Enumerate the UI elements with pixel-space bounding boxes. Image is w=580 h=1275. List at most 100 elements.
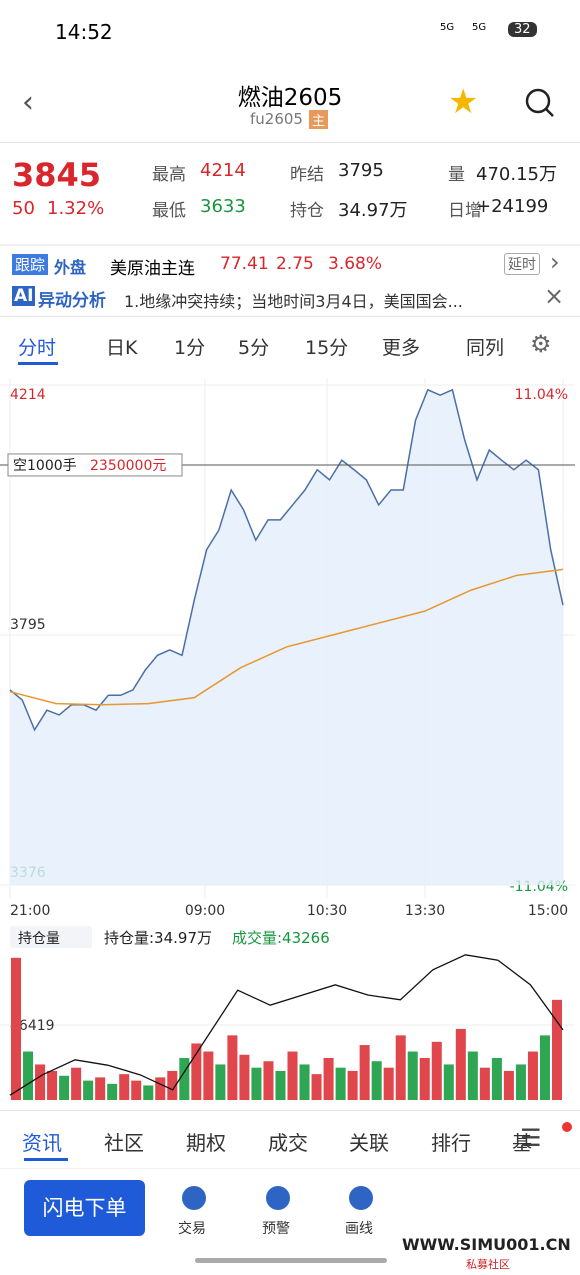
volume-bar xyxy=(143,1085,154,1100)
volume-bar xyxy=(59,1075,70,1100)
y-tick-label: 3795 xyxy=(10,617,46,633)
order-amount: 2350000元 xyxy=(90,458,166,474)
volume-bar xyxy=(251,1067,262,1100)
tab[interactable]: 同列 xyxy=(466,337,505,359)
home-bar xyxy=(195,1258,387,1263)
order-button[interactable]: 闪电下单 xyxy=(24,1180,145,1236)
volume-bar xyxy=(155,1077,166,1100)
volume-bar xyxy=(527,1051,538,1100)
volume-bar xyxy=(119,1074,130,1100)
volume-bar xyxy=(491,1057,502,1100)
volume-bar xyxy=(311,1074,322,1100)
volume-bar xyxy=(299,1064,310,1100)
volume-bar xyxy=(515,1064,526,1100)
menu[interactable]: ☰ xyxy=(520,1124,542,1152)
dot xyxy=(562,1122,572,1132)
volume-bar xyxy=(347,1070,358,1100)
bottom-tab[interactable]: 期权 xyxy=(186,1131,226,1155)
tab[interactable]: 更多 xyxy=(382,337,421,359)
bottom-tab[interactable]: 基 xyxy=(512,1131,532,1155)
volume-bar xyxy=(455,1028,466,1100)
ai-badge: AI xyxy=(12,286,36,306)
tab-underline xyxy=(24,1158,68,1161)
volume-bar xyxy=(359,1045,370,1100)
stat-label: 持仓 xyxy=(290,201,324,221)
divider xyxy=(0,1110,580,1111)
tab[interactable]: 日K xyxy=(106,337,138,359)
stat-value: +24199 xyxy=(476,196,549,217)
close[interactable]: × xyxy=(544,282,565,310)
action-icon[interactable] xyxy=(182,1186,206,1210)
volume-bar xyxy=(383,1067,394,1100)
oi-select-label: 持仓量 xyxy=(18,931,60,947)
tab[interactable]: 15分 xyxy=(305,337,349,359)
tab[interactable]: 分时 xyxy=(18,337,57,359)
tab[interactable]: 1分 xyxy=(174,337,206,359)
settings[interactable]: ⚙ xyxy=(530,330,552,358)
action-icon[interactable] xyxy=(349,1186,373,1210)
volume-bar xyxy=(443,1064,454,1100)
price-line xyxy=(9,388,564,732)
stat-label: 量 xyxy=(448,165,465,185)
ticker-name: 美原油主连 xyxy=(110,259,195,279)
price: 3845 xyxy=(12,156,102,194)
search[interactable] xyxy=(522,86,558,122)
stat-value: 3795 xyxy=(338,160,384,181)
x-tick-label: 13:30 xyxy=(405,903,445,919)
bottom-tab[interactable]: 成交 xyxy=(268,1131,308,1155)
tab-underline xyxy=(18,362,58,365)
time: 14:52 xyxy=(55,20,113,44)
volume-bar xyxy=(23,1051,34,1100)
action-icon[interactable] xyxy=(266,1186,290,1210)
bottom-tab[interactable]: 关联 xyxy=(349,1131,389,1155)
ticker-pct: 3.68% xyxy=(328,254,383,274)
chart: 42143795337611.04%-11.04%空1000手2350000元2… xyxy=(0,378,575,1100)
stat-label: 日增 xyxy=(448,201,482,221)
battery: 32 xyxy=(508,22,537,37)
oi-select xyxy=(10,926,92,948)
volume-bar xyxy=(11,957,22,1100)
volume-bar xyxy=(467,1051,478,1100)
vol-text: 成交量:43266 xyxy=(232,929,330,947)
bottom-tab[interactable]: 排行 xyxy=(431,1131,471,1155)
volume-bar xyxy=(479,1067,490,1100)
stat-label: 最高 xyxy=(152,165,186,185)
x-tick-label: 09:00 xyxy=(185,903,225,919)
arrow[interactable]: › xyxy=(550,248,560,276)
divider xyxy=(0,316,580,317)
bottom-tab[interactable]: 资讯 xyxy=(22,1131,62,1155)
volume-bar xyxy=(239,1054,250,1100)
oi-text: 持仓量:34.97万 xyxy=(104,929,212,947)
watermark: 私募社区 xyxy=(466,1258,510,1271)
code: fu2605 xyxy=(250,110,303,128)
volume-bar xyxy=(71,1067,82,1100)
action[interactable]: 交易 xyxy=(178,1221,206,1237)
net: 5G xyxy=(472,22,487,33)
order-box xyxy=(7,453,183,477)
ticker-price: 77.41 xyxy=(220,254,269,274)
volume-bar xyxy=(287,1051,298,1100)
divider xyxy=(0,244,580,246)
order-label: 空1000手 xyxy=(13,458,77,474)
volume-bar xyxy=(395,1035,406,1100)
volume-bar xyxy=(167,1070,178,1100)
stat-value: 4214 xyxy=(200,160,246,181)
volume-bar xyxy=(47,1070,58,1100)
action[interactable]: 画线 xyxy=(345,1221,373,1237)
badge: 主 xyxy=(309,110,329,129)
favorite[interactable]: ★ xyxy=(448,82,479,122)
volume-bar xyxy=(407,1051,418,1100)
back[interactable]: ‹ xyxy=(22,85,34,120)
volume-bar xyxy=(35,1064,46,1100)
stat-label: 最低 xyxy=(152,201,186,221)
volume-bar xyxy=(371,1061,382,1100)
stat-label: 昨结 xyxy=(290,165,324,185)
tag: 跟踪 xyxy=(12,254,49,275)
volume-bar xyxy=(551,999,562,1100)
tab[interactable]: 5分 xyxy=(238,337,270,359)
bottom-tab[interactable]: 社区 xyxy=(104,1131,144,1155)
action[interactable]: 预警 xyxy=(262,1221,290,1237)
x-tick-label: 10:30 xyxy=(307,903,347,919)
volume-bar xyxy=(431,1041,442,1100)
